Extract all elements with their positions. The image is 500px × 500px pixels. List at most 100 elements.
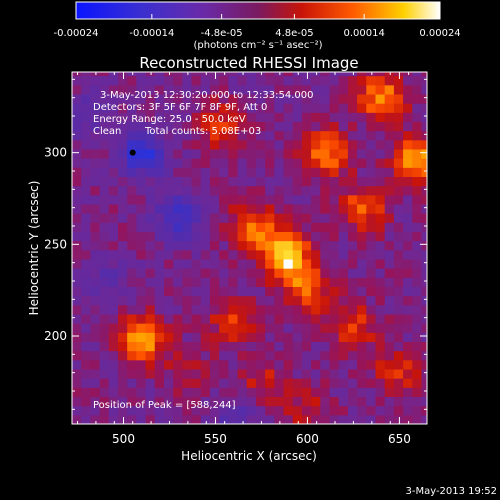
heatmap-cell bbox=[412, 94, 422, 104]
heatmap-cell bbox=[228, 75, 239, 86]
heatmap-cell bbox=[219, 84, 229, 95]
heatmap-cell bbox=[393, 231, 404, 242]
heatmap-cell bbox=[154, 185, 165, 196]
heatmap-cell bbox=[145, 268, 156, 278]
heatmap-cell bbox=[384, 405, 395, 416]
heatmap-cell bbox=[412, 231, 422, 242]
heatmap-cell bbox=[81, 158, 91, 168]
heatmap-cell bbox=[90, 84, 101, 95]
heatmap-cell bbox=[90, 259, 101, 269]
heatmap-cell bbox=[72, 414, 82, 424]
heatmap-cell bbox=[117, 158, 128, 168]
heatmap-cell bbox=[384, 72, 395, 77]
heatmap-cell bbox=[283, 304, 294, 315]
heatmap-cell bbox=[421, 130, 427, 141]
heatmap-cell bbox=[283, 75, 294, 86]
heatmap-cell bbox=[108, 268, 119, 278]
heatmap-cell bbox=[136, 277, 147, 287]
heatmap-cell bbox=[108, 341, 119, 352]
heatmap-cell bbox=[173, 176, 183, 187]
heatmap-cell bbox=[200, 378, 211, 388]
heatmap-cell bbox=[163, 396, 174, 407]
heatmap-cell bbox=[375, 405, 386, 416]
heatmap-cell bbox=[90, 295, 101, 306]
heatmap-cell bbox=[182, 341, 193, 352]
heatmap-cell bbox=[237, 185, 248, 196]
heatmap-cell bbox=[127, 112, 137, 122]
heatmap-cell bbox=[366, 121, 376, 132]
heatmap-cell bbox=[237, 304, 248, 315]
heatmap-cell bbox=[283, 286, 294, 297]
heatmap-cell bbox=[384, 332, 395, 342]
heatmap-cell bbox=[320, 84, 331, 95]
heatmap-cell bbox=[366, 304, 376, 315]
heatmap-cell bbox=[219, 176, 229, 187]
heatmap-cell bbox=[228, 314, 239, 324]
heatmap-cell bbox=[338, 112, 349, 122]
heatmap-cell bbox=[219, 405, 229, 416]
heatmap-cell bbox=[127, 213, 137, 223]
heatmap-cell bbox=[81, 139, 91, 150]
heatmap-cell bbox=[246, 75, 257, 86]
heatmap-cell bbox=[182, 350, 193, 361]
heatmap-cell bbox=[182, 295, 193, 306]
heatmap-cell bbox=[182, 359, 193, 370]
heatmap-cell bbox=[255, 240, 266, 251]
heatmap-cell bbox=[347, 176, 358, 187]
heatmap-cell bbox=[320, 75, 331, 86]
heatmap-cell bbox=[163, 277, 174, 287]
heatmap-cell bbox=[200, 121, 211, 132]
heatmap-cell bbox=[338, 72, 349, 77]
heatmap-cell bbox=[209, 167, 220, 177]
heatmap-cell bbox=[255, 277, 266, 287]
heatmap-cell bbox=[117, 72, 128, 77]
heatmap-cell bbox=[191, 323, 202, 333]
heatmap-cell bbox=[292, 405, 303, 416]
heatmap-cell bbox=[127, 369, 137, 379]
heatmap-cell bbox=[237, 84, 248, 95]
heatmap-cell bbox=[182, 176, 193, 187]
heatmap-cell bbox=[412, 139, 422, 150]
heatmap-cell bbox=[255, 268, 266, 278]
colorbar-unit-label: (photons cm⁻² s⁻¹ asec⁻²) bbox=[193, 40, 322, 51]
heatmap-cell bbox=[99, 341, 110, 352]
heatmap-cell bbox=[347, 378, 358, 388]
heatmap-cell bbox=[81, 72, 91, 77]
heatmap-cell bbox=[90, 350, 101, 361]
heatmap-cell bbox=[108, 72, 119, 77]
heatmap-cell bbox=[209, 295, 220, 306]
heatmap-cell bbox=[219, 204, 229, 214]
y-tick-label: 300 bbox=[44, 146, 67, 160]
heatmap-cell bbox=[393, 259, 404, 269]
heatmap-cell bbox=[127, 249, 137, 260]
heatmap-cell bbox=[136, 94, 147, 104]
heatmap-cell bbox=[375, 112, 386, 122]
heatmap-cell bbox=[357, 359, 367, 370]
heatmap-cell bbox=[108, 359, 119, 370]
heatmap-cell bbox=[219, 359, 229, 370]
heatmap-cell bbox=[338, 277, 349, 287]
heatmap-cell bbox=[347, 286, 358, 297]
heatmap-cell bbox=[384, 414, 395, 424]
heatmap-cell bbox=[200, 72, 211, 77]
heatmap-cell bbox=[311, 213, 321, 223]
heatmap-cell bbox=[72, 158, 82, 168]
heatmap-cell bbox=[72, 378, 82, 388]
heatmap-cell bbox=[163, 259, 174, 269]
heatmap-cell bbox=[347, 323, 358, 333]
heatmap-cell bbox=[219, 149, 229, 159]
heatmap-cell bbox=[393, 185, 404, 196]
heatmap-cell bbox=[237, 341, 248, 352]
heatmap-cell bbox=[393, 314, 404, 324]
heatmap-cell bbox=[191, 194, 202, 205]
heatmap-cell bbox=[301, 75, 312, 86]
heatmap-cell bbox=[338, 149, 349, 159]
x-tick-label: 600 bbox=[296, 432, 319, 446]
heatmap-cell bbox=[301, 121, 312, 132]
heatmap-cell bbox=[81, 387, 91, 397]
heatmap-cell bbox=[357, 277, 367, 287]
heatmap-cell bbox=[209, 259, 220, 269]
heatmap-cell bbox=[246, 314, 257, 324]
heatmap-cell bbox=[72, 314, 82, 324]
heatmap-cell bbox=[292, 341, 303, 352]
